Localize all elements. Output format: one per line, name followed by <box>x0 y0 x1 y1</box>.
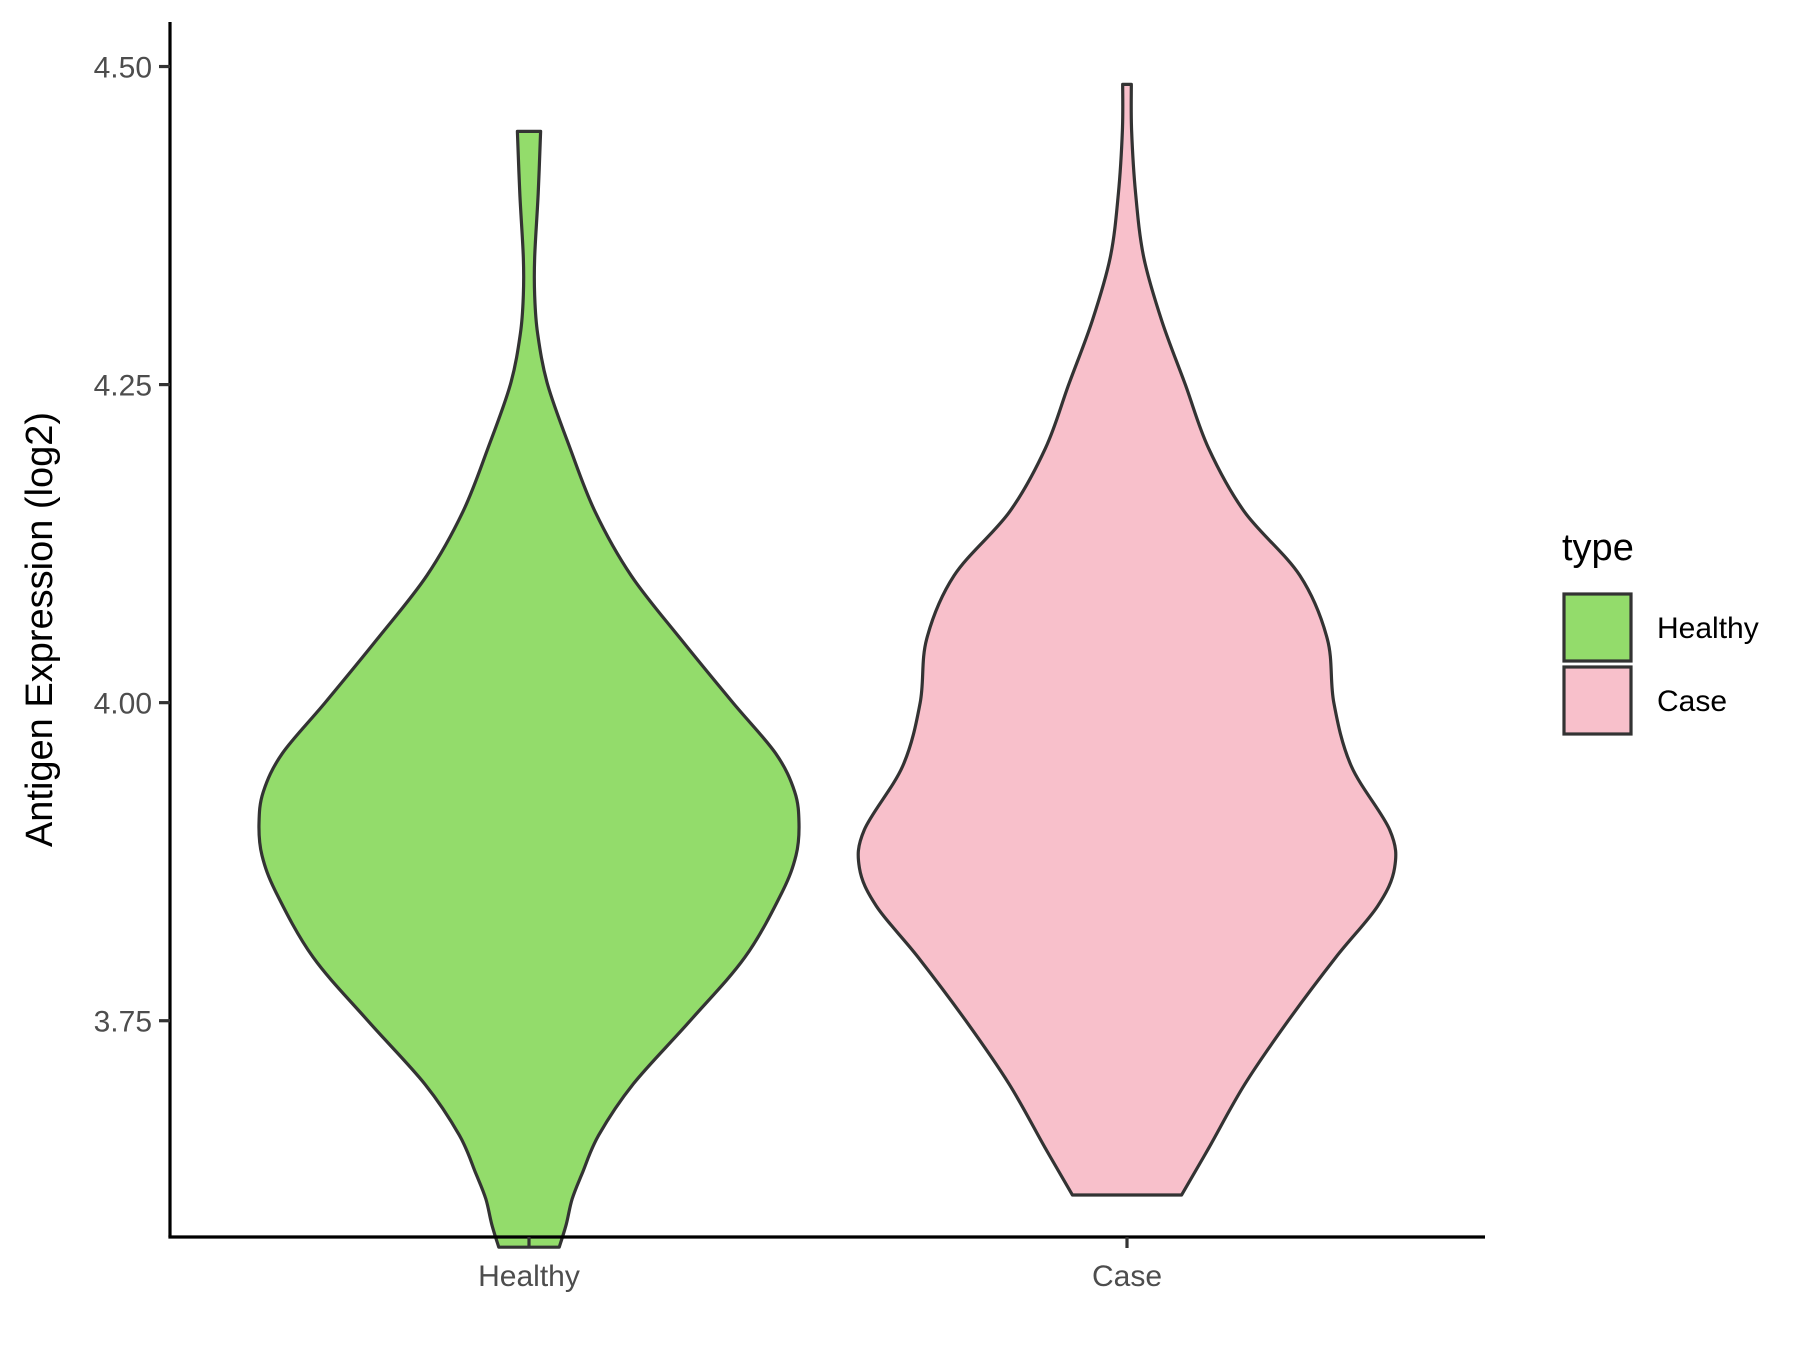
violins-layer <box>257 82 1398 1249</box>
legend-label: Case <box>1657 685 1727 718</box>
legend-key-case <box>1562 665 1633 736</box>
x-tick-label: Healthy <box>478 1260 580 1293</box>
y-tick-label: 4.25 <box>94 370 152 403</box>
violin-case <box>856 82 1398 1197</box>
violin-healthy <box>257 129 801 1249</box>
y-tick-label: 4.00 <box>94 688 152 721</box>
axes-layer: 3.75 4.00 4.25 4.50 Healthy Case Antigen Expre… <box>19 22 1485 1293</box>
legend-key-healthy <box>1562 592 1633 663</box>
y-tick-label: 3.75 <box>94 1006 152 1039</box>
legend-title: type <box>1562 527 1634 569</box>
x-tick-label: Case <box>1092 1260 1162 1293</box>
y-axis-title: Antigen Expression (log2) <box>19 412 61 847</box>
legend: type Healthy Case <box>1562 527 1759 736</box>
y-tick-label: 4.50 <box>94 52 152 85</box>
legend-label: Healthy <box>1657 612 1759 645</box>
